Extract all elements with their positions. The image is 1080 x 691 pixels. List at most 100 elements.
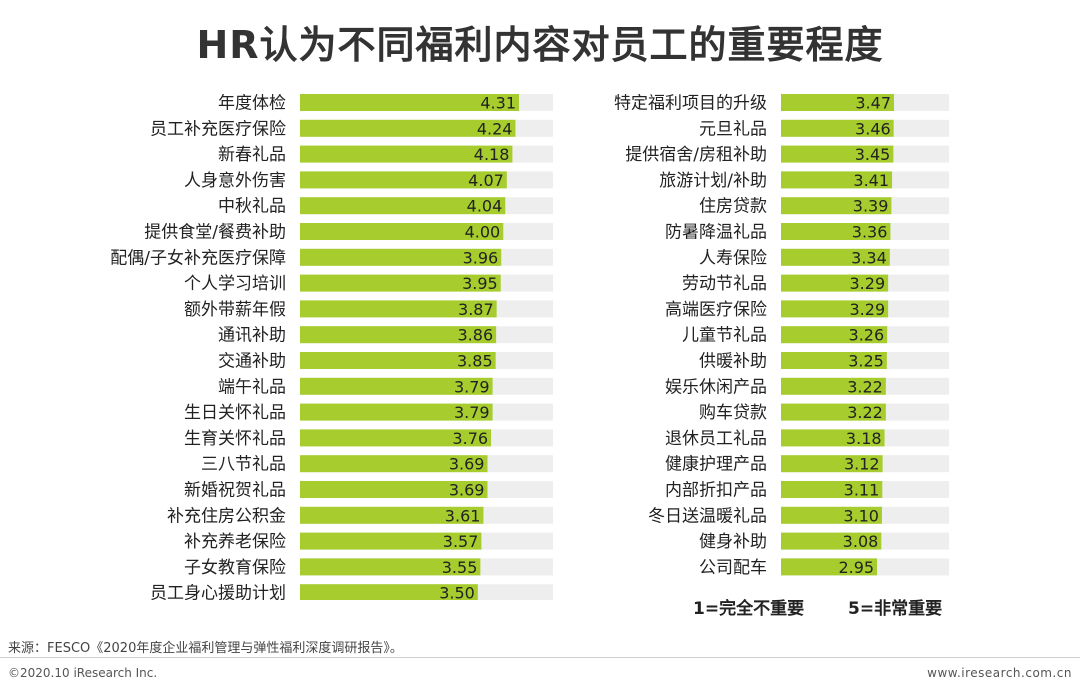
bar	[781, 248, 890, 266]
data-label: 3.86	[458, 326, 494, 345]
category-label: 高端医疗保险	[665, 300, 767, 320]
page-title: HR认为不同福利内容对员工的重要程度	[196, 23, 884, 67]
bar	[300, 94, 519, 111]
bar	[781, 119, 894, 137]
copyright-text: ©2020.10 iResearch Inc.	[8, 666, 158, 680]
category-label: 新婚祝贺礼品	[184, 481, 286, 501]
bar	[300, 248, 502, 266]
bar	[300, 506, 484, 524]
website-link[interactable]: www.iresearch.com.cn	[927, 666, 1072, 680]
bar	[300, 171, 507, 189]
data-label: 3.47	[855, 94, 891, 113]
bar	[781, 429, 885, 447]
category-label: 端午礼品	[218, 377, 286, 397]
data-label: 3.76	[452, 429, 488, 448]
data-label: 4.24	[477, 119, 513, 138]
data-label: 3.45	[855, 145, 891, 164]
category-label: 新春礼品	[218, 145, 286, 165]
bar	[300, 274, 501, 292]
data-label: 3.25	[848, 352, 884, 371]
bar	[300, 429, 492, 447]
data-label: 3.79	[454, 403, 490, 422]
bar	[781, 352, 887, 369]
category-label: 员工补充医疗保险	[150, 119, 286, 139]
category-label: 内部折扣产品	[665, 481, 767, 501]
bar	[300, 455, 488, 473]
category-label: 子女教育保险	[184, 558, 286, 578]
left-panel: 年度体检 4.31 员工补充医疗保险 4.24 新春礼品 4.18 人身意外伤害 4.07 中秋…	[110, 94, 553, 600]
category-label: 额外带薪年假	[184, 300, 286, 320]
data-label: 3.50	[439, 584, 475, 600]
data-label: 3.46	[855, 119, 891, 138]
data-label: 4.04	[467, 197, 503, 216]
benefit-importance-chart: 年度体检 4.31 员工补充医疗保险 4.24 新春礼品 4.18 人身意外伤害 4.07 中秋…	[110, 94, 949, 600]
bar	[781, 377, 886, 395]
category-label: 公司配车	[699, 558, 767, 578]
data-label: 3.18	[846, 429, 882, 448]
data-label: 3.85	[457, 352, 493, 371]
data-label: 3.95	[462, 274, 498, 293]
footer-divider	[0, 657, 1080, 658]
data-label: 3.61	[445, 506, 481, 525]
data-label: 4.00	[465, 223, 501, 242]
category-label: 补充养老保险	[184, 532, 286, 552]
bar	[300, 532, 482, 550]
bar	[781, 223, 891, 240]
bar	[300, 119, 516, 137]
bar	[781, 481, 883, 498]
bar	[781, 403, 886, 421]
bar	[300, 197, 506, 215]
data-label: 3.96	[463, 248, 499, 267]
category-label: 旅游计划/补助	[659, 171, 767, 191]
data-label: 3.79	[454, 377, 490, 396]
category-label: 配偶/子女补充医疗保障	[110, 248, 286, 268]
category-label: 三八节礼品	[201, 455, 286, 475]
category-label: 生育关怀礼品	[184, 429, 286, 449]
data-label: 3.55	[442, 558, 478, 577]
category-label: 生日关怀礼品	[184, 403, 286, 423]
data-label: 3.26	[849, 326, 885, 345]
data-label: 4.31	[480, 94, 516, 113]
bar	[300, 403, 493, 421]
category-label: 员工身心援助计划	[150, 584, 286, 600]
category-label: 健身补助	[699, 532, 767, 552]
category-label: 年度体检	[218, 94, 286, 114]
category-label: 提供宿舍/房租补助	[625, 145, 767, 165]
category-label: 防暑降温礼品	[665, 223, 767, 243]
bar	[781, 94, 894, 111]
bar	[300, 223, 504, 240]
bar	[300, 481, 488, 498]
category-label: 交通补助	[218, 352, 286, 372]
data-label: 4.18	[474, 145, 510, 164]
bar	[781, 274, 889, 292]
category-label: 通讯补助	[218, 326, 286, 346]
bar	[781, 300, 889, 318]
category-label: 儿童节礼品	[682, 326, 767, 346]
data-label: 3.12	[844, 455, 880, 474]
bar	[300, 558, 481, 576]
data-label: 3.10	[843, 506, 879, 525]
bar	[781, 558, 878, 576]
category-label: 人身意外伤害	[184, 171, 286, 191]
category-label: 娱乐休闲产品	[665, 377, 767, 397]
category-label: 供暖补助	[699, 352, 767, 372]
bar	[781, 506, 882, 524]
data-label: 3.22	[847, 403, 883, 422]
category-label: 特定福利项目的升级	[614, 94, 767, 114]
bar	[300, 326, 497, 344]
data-label: 3.57	[443, 532, 479, 551]
legend-max-label: 5=非常重要	[848, 599, 943, 619]
category-label: 劳动节礼品	[682, 274, 767, 294]
bar	[300, 300, 497, 318]
category-label: 中秋礼品	[218, 197, 286, 217]
category-label: 个人学习培训	[184, 274, 286, 294]
source-note: 来源：FESCO《2020年度企业福利管理与弹性福利深度调研报告》。	[8, 641, 403, 656]
category-label: 健康护理产品	[665, 455, 767, 475]
category-label: 退休员工礼品	[665, 429, 767, 449]
data-label: 3.41	[853, 171, 889, 190]
data-label: 4.07	[468, 171, 504, 190]
category-label: 补充住房公积金	[167, 506, 286, 526]
bar	[300, 352, 496, 369]
category-label: 元旦礼品	[699, 119, 767, 139]
data-label: 3.87	[458, 300, 494, 319]
